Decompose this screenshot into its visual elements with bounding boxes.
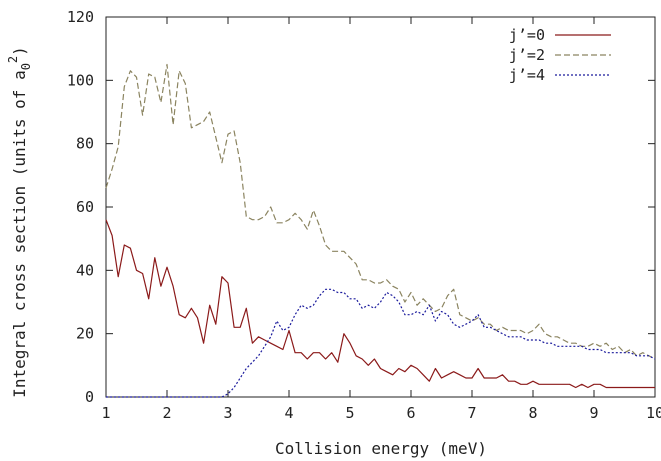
y-axis-title-close: )	[10, 46, 29, 56]
series-lines	[105, 63, 656, 398]
x-tick-label: 5	[345, 404, 354, 422]
y-tick-label: 20	[76, 325, 94, 343]
x-tick-label: 10	[646, 404, 661, 422]
legend-label-1: j’=2	[509, 46, 545, 64]
x-tick-label: 3	[223, 404, 232, 422]
x-tick-label: 9	[589, 404, 598, 422]
y-axis-title-subscript: 0	[19, 63, 33, 70]
y-tick-label: 0	[85, 388, 94, 406]
x-tick-label: 1	[101, 404, 110, 422]
y-axis-title: Integral cross section (units of a02)	[6, 46, 33, 398]
x-tick-label: 2	[162, 404, 171, 422]
x-axis-title: Collision energy (meV)	[275, 439, 487, 458]
series-line-0	[105, 219, 655, 389]
legend-label-0: j’=0	[509, 26, 545, 44]
series-line-2	[106, 288, 656, 398]
plot-frame-group	[105, 16, 656, 398]
series-line-1	[105, 63, 656, 360]
tick-marks	[105, 16, 656, 398]
x-tick-label: 7	[467, 404, 476, 422]
x-tick-label: 8	[528, 404, 537, 422]
legend[interactable]: j’=0 j’=2 j’=4	[509, 26, 611, 84]
y-axis-title-main: Integral cross section (units of a	[10, 70, 29, 398]
x-tick-label: 6	[406, 404, 415, 422]
y-tick-label: 120	[67, 8, 94, 26]
x-tick-label: 4	[284, 404, 293, 422]
y-tick-label: 100	[67, 71, 94, 89]
legend-label-2: j’=4	[509, 66, 545, 84]
plot-frame	[105, 16, 656, 398]
y-tick-label: 40	[76, 261, 94, 279]
y-axis-title-superscript: 2	[6, 56, 20, 63]
y-tick-label: 80	[76, 135, 94, 153]
y-tick-label: 60	[76, 198, 94, 216]
